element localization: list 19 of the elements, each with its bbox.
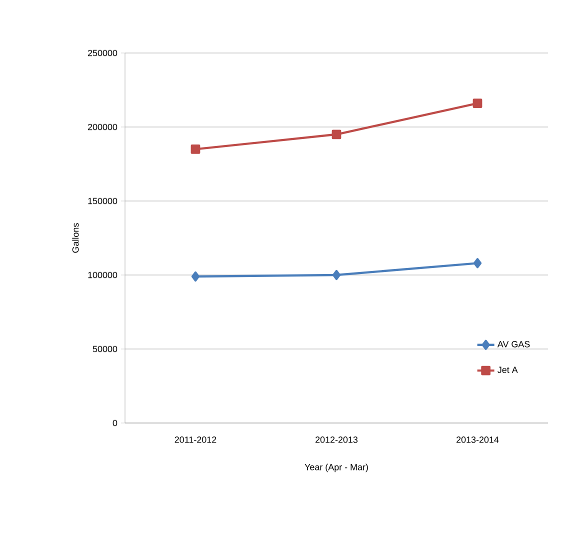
legend-label: AV GAS	[497, 341, 530, 348]
y-tick-label: 200000	[88, 124, 118, 130]
x-tick-label: 2011-2012	[174, 436, 216, 443]
y-tick-label: 0	[112, 420, 118, 426]
x-tick-label: 2012-2013	[316, 436, 358, 443]
point	[332, 130, 342, 140]
y-tick-label: 50000	[92, 346, 118, 352]
y-tick-label: 250000	[88, 50, 118, 56]
x-axis-title: Year (Apr - Mar)	[304, 464, 368, 472]
y-axis-title: Gallons	[72, 223, 79, 253]
point	[191, 271, 200, 282]
x-tick-label: 2013-2014	[456, 436, 499, 443]
y-tick-label: 150000	[88, 198, 118, 204]
point	[472, 98, 482, 108]
y-tick-label: 100000	[88, 272, 118, 278]
point	[332, 270, 341, 280]
legend-label: Jet A	[498, 366, 518, 374]
point	[190, 144, 200, 154]
point	[473, 258, 482, 268]
